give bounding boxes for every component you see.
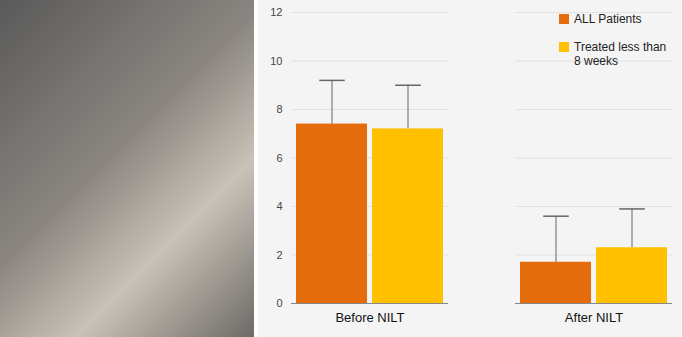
svg-text:0: 0 — [276, 297, 282, 309]
html-text:ALL Patients: ALL Patients — [574, 12, 642, 26]
svg-text:12: 12 — [270, 6, 282, 18]
svg-text:4: 4 — [276, 200, 282, 212]
svg-text:Before NILT: Before NILT — [335, 310, 404, 325]
svg-text:8: 8 — [276, 103, 282, 115]
svg-text:10: 10 — [270, 55, 282, 67]
svg-text:After NILT: After NILT — [565, 310, 623, 325]
svg-text:2: 2 — [276, 249, 282, 261]
svg-text:6: 6 — [276, 152, 282, 164]
html-text:Treated less than 8 weeks: Treated less than 8 weeks — [574, 40, 667, 68]
